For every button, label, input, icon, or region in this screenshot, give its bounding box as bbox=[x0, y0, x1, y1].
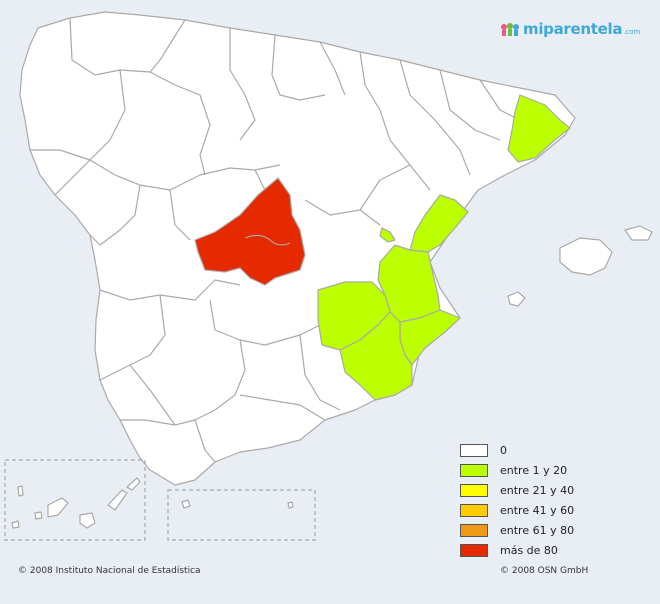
legend-label: entre 61 y 80 bbox=[500, 523, 575, 537]
canary-el-hierro bbox=[11, 520, 20, 529]
legend-label: entre 41 y 60 bbox=[500, 503, 575, 517]
legend: 0 entre 1 y 20 entre 21 y 40 entre 41 y 60 e… bbox=[460, 440, 650, 560]
canary-la-gomera bbox=[34, 511, 43, 520]
canary-gran-canaria bbox=[79, 512, 96, 529]
legend-item: 0 bbox=[460, 440, 650, 460]
legend-label: entre 21 y 40 bbox=[500, 483, 575, 497]
brand-name: miparentela bbox=[523, 20, 623, 38]
canary-islands-box bbox=[4, 459, 146, 541]
legend-label: más de 80 bbox=[500, 543, 558, 557]
province-albacete bbox=[339, 311, 413, 401]
canary-fuerteventura bbox=[107, 489, 128, 511]
brand-logo[interactable]: miparentela .com bbox=[500, 20, 640, 38]
ceuta-melilla-box bbox=[167, 489, 316, 541]
province-madrid bbox=[194, 177, 306, 286]
island-ibiza bbox=[507, 291, 526, 307]
canary-la-palma bbox=[17, 485, 24, 497]
melilla bbox=[287, 501, 294, 509]
brand-suffix: .com bbox=[623, 28, 641, 36]
people-icon bbox=[501, 23, 519, 36]
legend-item: entre 41 y 60 bbox=[460, 500, 650, 520]
legend-swatch bbox=[460, 503, 488, 517]
legend-item: entre 21 y 40 bbox=[460, 480, 650, 500]
legend-swatch bbox=[460, 483, 488, 497]
legend-swatch bbox=[460, 443, 488, 457]
ceuta bbox=[181, 499, 191, 509]
legend-label: 0 bbox=[500, 443, 507, 457]
legend-swatch bbox=[460, 523, 488, 537]
province-teruel-spot bbox=[379, 227, 396, 243]
footer-copyright-ine: © 2008 Instituto Nacional de Estadística bbox=[18, 566, 201, 576]
footer-copyright-osn: © 2008 OSN GmbH bbox=[500, 566, 589, 576]
island-menorca bbox=[624, 225, 653, 241]
island-mallorca bbox=[559, 237, 613, 276]
canary-tenerife bbox=[47, 497, 69, 518]
province-castellon bbox=[409, 194, 469, 253]
canary-lanzarote bbox=[126, 477, 141, 491]
legend-item: más de 80 bbox=[460, 540, 650, 560]
legend-label: entre 1 y 20 bbox=[500, 463, 568, 477]
legend-swatch bbox=[460, 543, 488, 557]
legend-item: entre 1 y 20 bbox=[460, 460, 650, 480]
province-barcelona bbox=[507, 94, 571, 163]
madrid-river bbox=[244, 234, 291, 246]
legend-item: entre 61 y 80 bbox=[460, 520, 650, 540]
legend-swatch bbox=[460, 463, 488, 477]
